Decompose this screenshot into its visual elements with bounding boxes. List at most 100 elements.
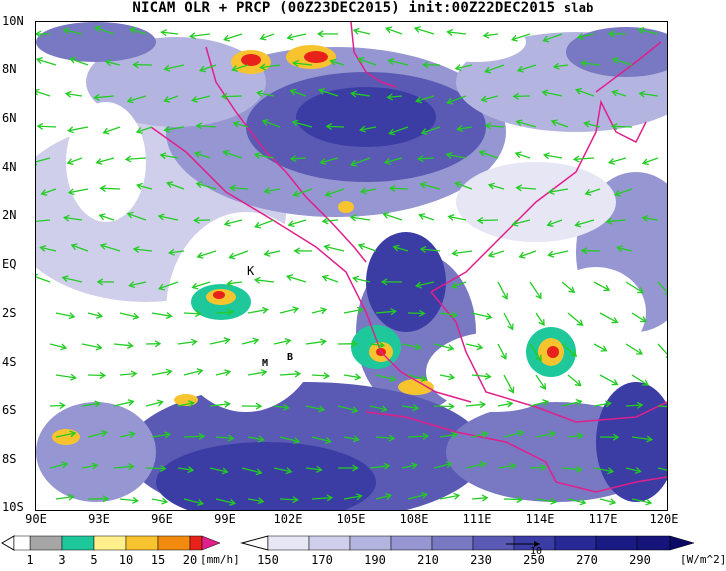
wind-vector-head bbox=[575, 87, 583, 95]
wind-vector bbox=[544, 154, 563, 159]
wind-vector-head bbox=[510, 34, 518, 42]
wind-vector-head bbox=[607, 467, 615, 475]
wind-vector bbox=[36, 58, 57, 66]
wind-vector bbox=[599, 374, 618, 385]
wind-vector bbox=[574, 157, 595, 160]
wind-vector-head bbox=[163, 95, 171, 103]
wind-vector-head bbox=[487, 182, 495, 190]
wind-vector bbox=[581, 62, 601, 66]
wind-vector-head bbox=[634, 467, 642, 474]
wind-vector-head bbox=[605, 400, 612, 408]
wind-vector-head bbox=[320, 338, 327, 346]
lat-label: 6S bbox=[2, 403, 17, 417]
wind-vector bbox=[247, 436, 264, 441]
wind-vector-head bbox=[318, 405, 326, 413]
wind-vector-head bbox=[221, 467, 229, 475]
wind-vector bbox=[279, 373, 300, 376]
wind-vector-head bbox=[419, 181, 427, 189]
wind-vector-head bbox=[321, 217, 329, 225]
wind-vector-head bbox=[292, 59, 299, 68]
wind-vector-head bbox=[637, 287, 644, 294]
wind-vector-head bbox=[287, 220, 295, 228]
wind-vector-head bbox=[222, 34, 231, 42]
wind-vector-head bbox=[126, 96, 134, 104]
wind-vector bbox=[407, 435, 428, 438]
wind-vector bbox=[407, 312, 425, 315]
precip-tick: 5 bbox=[90, 553, 98, 567]
wind-vector-head bbox=[67, 493, 75, 501]
wind-vector bbox=[36, 157, 51, 163]
wind-vector bbox=[305, 467, 322, 471]
wind-vector bbox=[353, 277, 371, 283]
wind-vector-head bbox=[164, 431, 172, 439]
wind-vector bbox=[433, 405, 454, 408]
olr-tick: 230 bbox=[470, 553, 492, 567]
wind-vector bbox=[311, 374, 329, 377]
wind-vector-head bbox=[542, 35, 550, 43]
wind-vector bbox=[87, 431, 107, 438]
wind-vector-head bbox=[387, 58, 395, 65]
wind-vector bbox=[167, 182, 185, 190]
wind-vector bbox=[311, 436, 331, 443]
wind-vector bbox=[465, 403, 485, 407]
wind-vector-head bbox=[292, 496, 299, 504]
wind-vector-head bbox=[126, 211, 134, 219]
wind-vector bbox=[471, 497, 488, 500]
title-suffix: slab bbox=[563, 1, 594, 15]
wind-vector bbox=[224, 219, 243, 225]
wind-vector-head bbox=[159, 152, 167, 160]
wind-vector bbox=[209, 467, 228, 473]
wind-vector bbox=[575, 219, 595, 227]
precip-swatch bbox=[93, 535, 127, 551]
wind-vector-head bbox=[448, 373, 456, 381]
place-label-b: B bbox=[287, 352, 294, 363]
wind-vector-head bbox=[515, 119, 523, 127]
wind-vector-head bbox=[518, 251, 526, 259]
wind-vector-head bbox=[359, 187, 367, 195]
wind-vector bbox=[446, 153, 467, 159]
wind-vector-head bbox=[194, 151, 202, 158]
wind-vector bbox=[177, 402, 194, 407]
wind-vector bbox=[161, 31, 179, 35]
wind-vector-head bbox=[541, 89, 549, 97]
wind-vector bbox=[55, 312, 75, 318]
wind-vector bbox=[100, 187, 121, 190]
wind-vector-head bbox=[224, 369, 232, 377]
precip-tick: 3 bbox=[58, 553, 66, 567]
wind-vector bbox=[350, 216, 371, 221]
wind-vector-head bbox=[159, 464, 167, 473]
wind-vector bbox=[511, 33, 531, 41]
wind-vector bbox=[567, 312, 583, 326]
wind-vector bbox=[516, 120, 537, 128]
wind-vector bbox=[67, 157, 83, 164]
wind-vector-head bbox=[388, 434, 396, 442]
wind-vector-head bbox=[421, 491, 429, 499]
wind-vector bbox=[49, 404, 65, 407]
wind-vector-head bbox=[487, 250, 495, 258]
wind-vector-head bbox=[220, 92, 228, 100]
wind-vector-head bbox=[550, 497, 558, 505]
wind-vector bbox=[360, 126, 377, 131]
wind-vector-head bbox=[195, 181, 203, 189]
wind-vector bbox=[609, 157, 627, 164]
wind-vector-head bbox=[641, 214, 649, 222]
olr-swatch bbox=[472, 535, 515, 551]
wind-vector-head bbox=[383, 462, 391, 470]
wind-vector-head bbox=[321, 274, 329, 282]
wind-vector bbox=[262, 120, 281, 128]
wind-vector bbox=[631, 498, 652, 504]
wind-vector-head bbox=[67, 126, 75, 134]
wind-vector bbox=[232, 64, 249, 71]
wind-vector bbox=[337, 405, 358, 412]
wind-vector-head bbox=[228, 252, 236, 260]
wind-vector bbox=[353, 29, 371, 35]
wind-vector-head bbox=[481, 430, 489, 438]
wind-vector-head bbox=[40, 189, 48, 196]
wind-vector bbox=[535, 432, 555, 438]
wind-vector-head bbox=[261, 306, 269, 314]
wind-vector-head bbox=[642, 379, 649, 386]
wind-vector bbox=[638, 28, 659, 35]
wind-vector bbox=[94, 95, 115, 99]
wind-vector bbox=[55, 374, 76, 379]
wind-vector-head bbox=[417, 155, 424, 163]
